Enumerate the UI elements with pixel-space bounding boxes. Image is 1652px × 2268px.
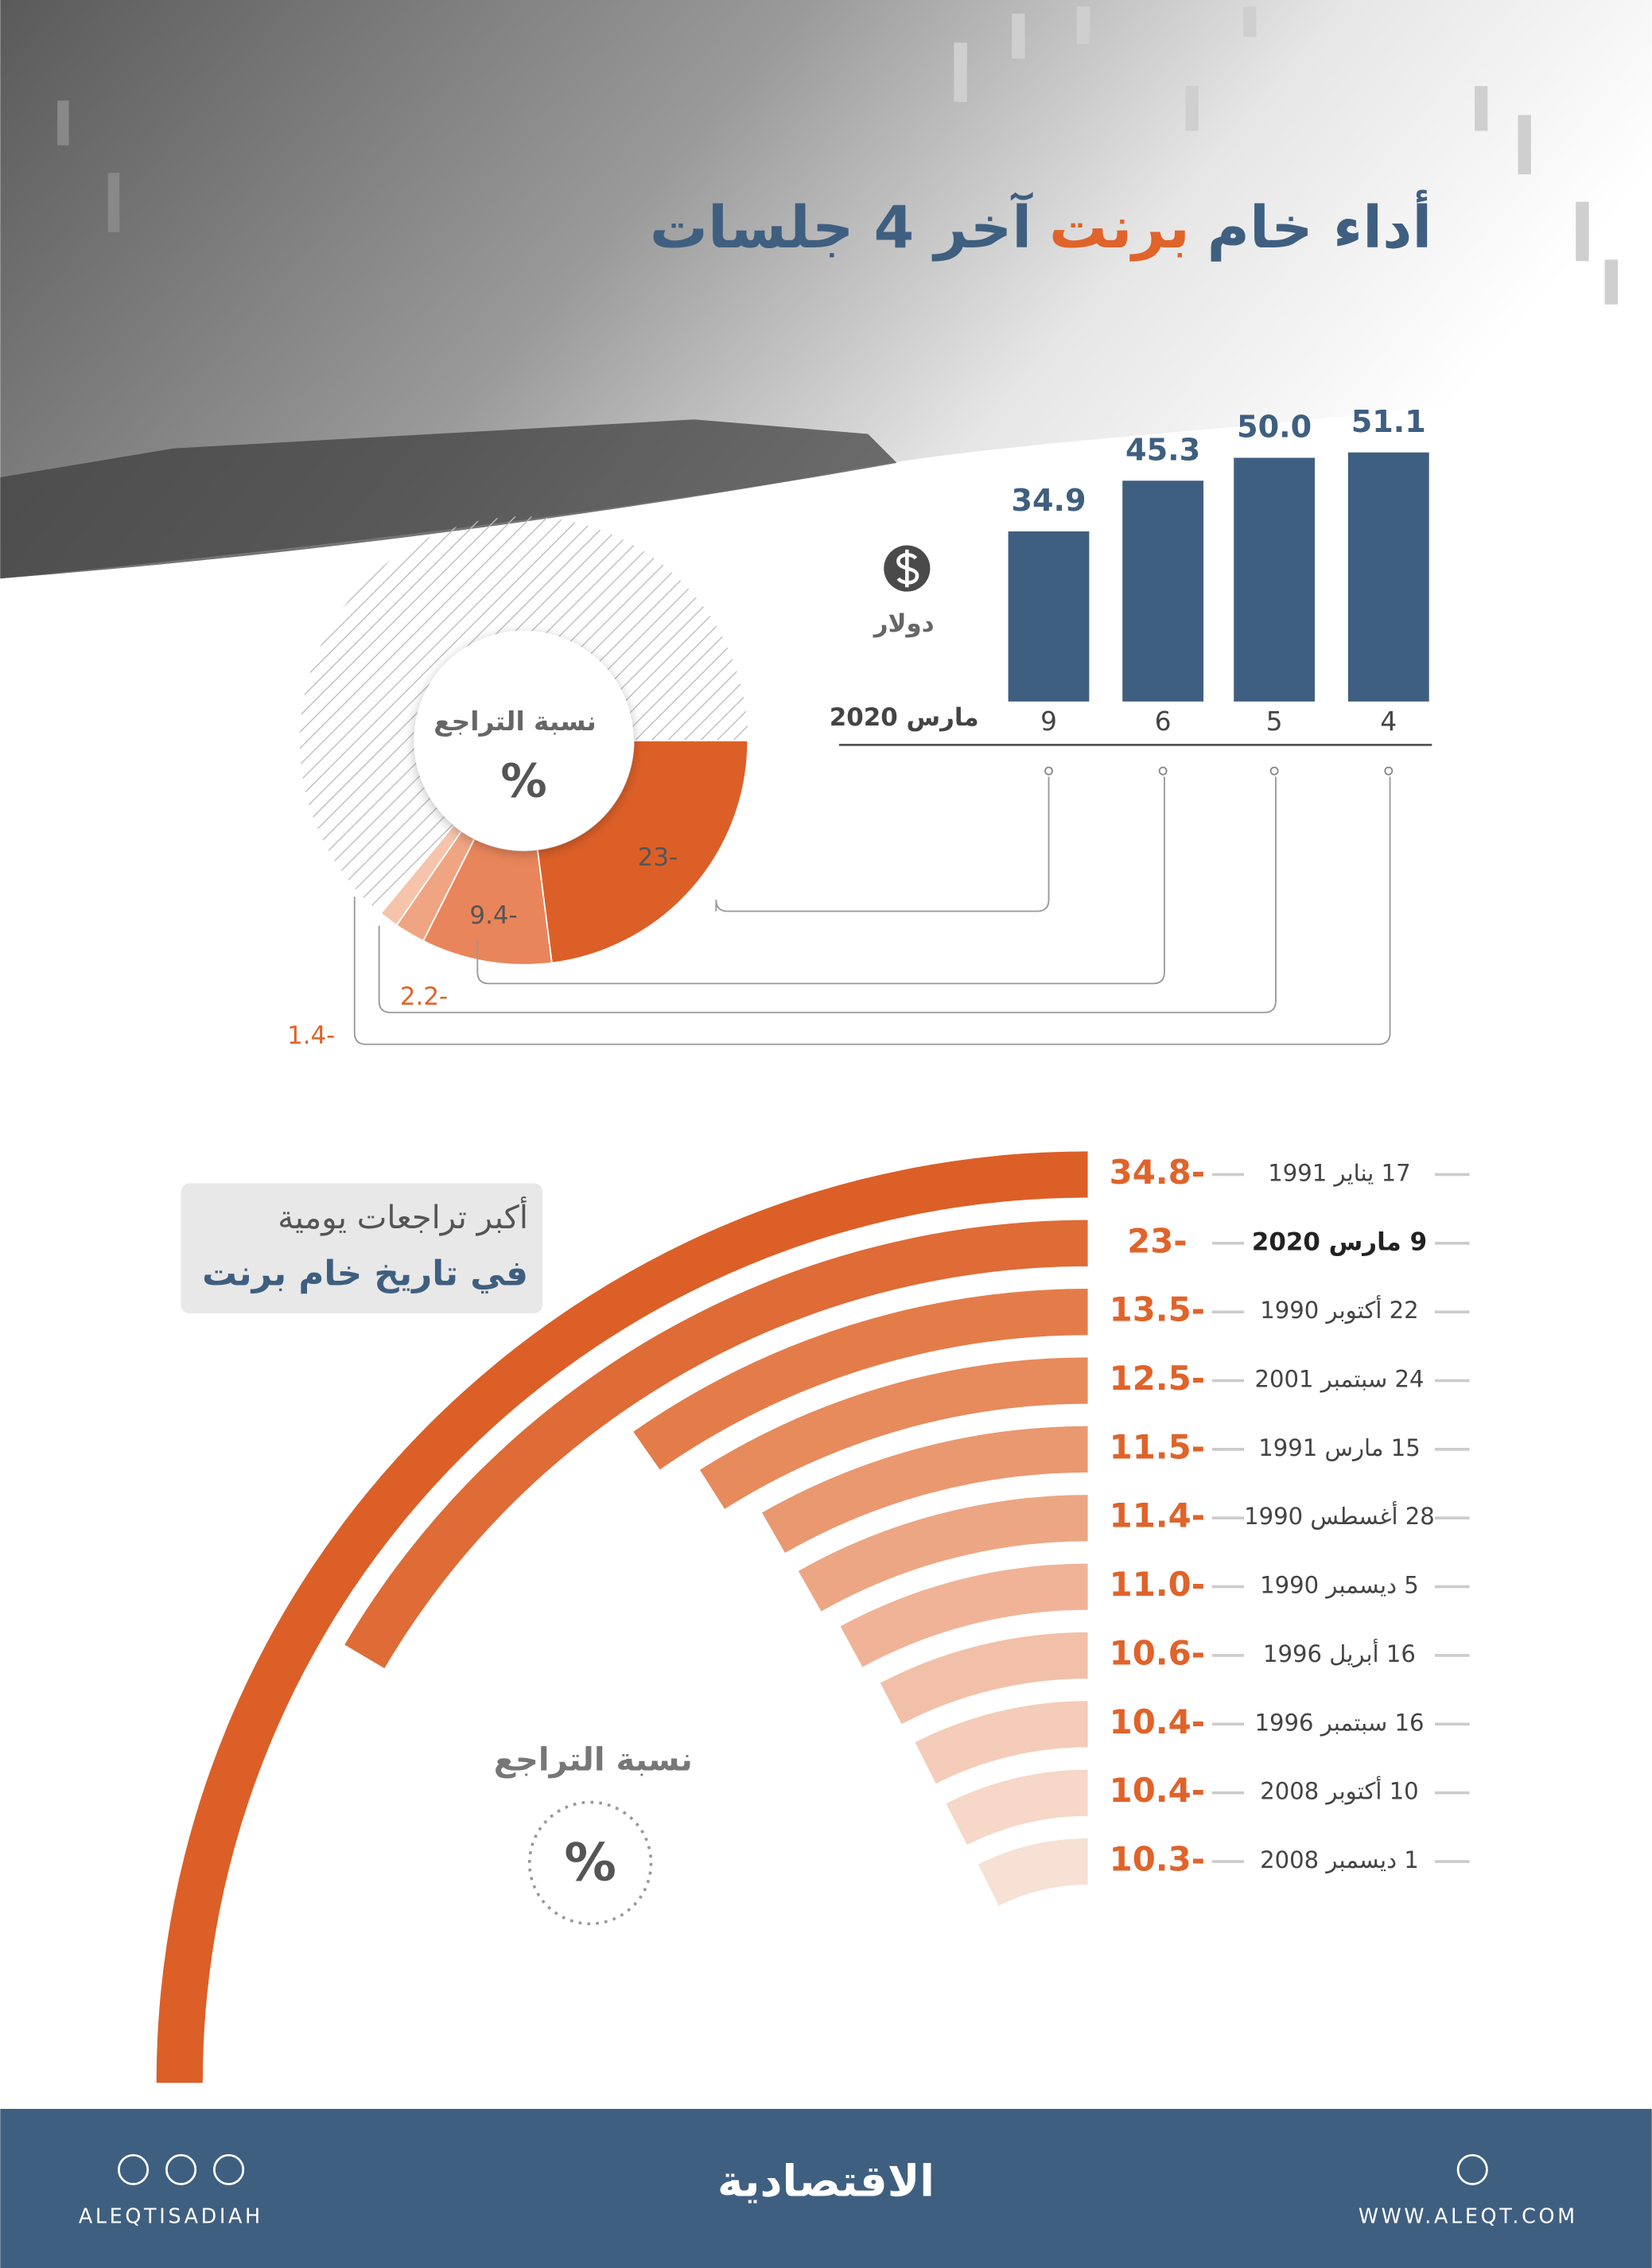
social-icons bbox=[118, 2153, 1488, 2185]
category-label: 17 يناير 1991 bbox=[1268, 1159, 1410, 1186]
bar bbox=[1122, 480, 1204, 702]
date-bg bbox=[1243, 1500, 1435, 1536]
radial-bar bbox=[344, 1220, 1088, 1669]
x-tick-label: 4 bbox=[1380, 706, 1397, 737]
radial-bar bbox=[946, 1769, 1088, 1846]
value-label: 23- bbox=[1127, 1221, 1187, 1260]
dollar-sign bbox=[896, 549, 919, 588]
x-tick-label: 6 bbox=[1155, 706, 1172, 737]
radial-bar bbox=[915, 1701, 1088, 1784]
category-label: 16 أبريل 1996 bbox=[1263, 1638, 1416, 1667]
category-label: 1 ديسمبر 2008 bbox=[1260, 1846, 1419, 1873]
donut-center bbox=[414, 630, 634, 851]
value-label: 11.4- bbox=[1110, 1496, 1205, 1535]
radial-bar bbox=[880, 1632, 1088, 1725]
date-bg bbox=[1243, 1569, 1435, 1605]
value-label: 51.1 bbox=[1351, 405, 1426, 440]
footer-handle: ALEQTISADIAH bbox=[79, 2204, 263, 2228]
date-bg bbox=[1243, 1638, 1435, 1673]
category-label: 16 سبتمبر 1996 bbox=[1254, 1709, 1424, 1736]
dotted-circle bbox=[527, 1800, 653, 1926]
category-label: 22 أكتوبر 1990 bbox=[1260, 1294, 1418, 1324]
category-label: 9 مارس 2020 bbox=[1252, 1227, 1427, 1256]
value-label: 13.5- bbox=[1110, 1290, 1205, 1329]
ground-silhouette bbox=[0, 419, 897, 579]
chart-title: برنت bbox=[1049, 194, 1190, 262]
donut-unit: % bbox=[500, 754, 546, 808]
footer-website: WWW.ALEQT.COM bbox=[1359, 2204, 1578, 2228]
photo-background bbox=[0, 0, 1652, 579]
tick-dot bbox=[1044, 766, 1053, 776]
category-label: 15 مارس 1991 bbox=[1258, 1434, 1421, 1461]
date-bg bbox=[1243, 1706, 1435, 1742]
date-bg bbox=[1243, 1775, 1435, 1811]
radial-bars bbox=[156, 1151, 1088, 2083]
category-label: 5 ديسمبر 1990 bbox=[1260, 1572, 1419, 1599]
category-label: 24 سبتمبر 2001 bbox=[1254, 1366, 1424, 1393]
donut-label: 2.2- bbox=[400, 982, 448, 1011]
connector bbox=[353, 776, 1391, 1045]
radial-unit: % bbox=[564, 1833, 616, 1893]
category-label: 28 أغسطس 1990 bbox=[1244, 1500, 1435, 1530]
radial-bar bbox=[633, 1289, 1088, 1470]
radial-bar bbox=[798, 1495, 1088, 1612]
footer-logo: الاقتصادية bbox=[717, 2156, 935, 2207]
tick-dot bbox=[1158, 766, 1168, 776]
date-bg bbox=[1243, 1844, 1435, 1879]
value-label: 12.5- bbox=[1110, 1359, 1205, 1398]
donut-label: 9.4- bbox=[469, 901, 517, 930]
bar bbox=[1234, 457, 1316, 702]
donut bbox=[379, 740, 749, 966]
value-label: 50.0 bbox=[1237, 410, 1312, 445]
x-tick-label: 9 bbox=[1040, 706, 1057, 737]
value-label: 10.6- bbox=[1110, 1633, 1205, 1672]
date-bg bbox=[1243, 1294, 1435, 1329]
radial-legend-title: نسبة التراجع bbox=[494, 1742, 693, 1779]
chart-title: آخر 4 جلسات bbox=[650, 192, 1033, 262]
value-label: 45.3 bbox=[1125, 433, 1200, 468]
radial-title: في تاريخ خام برنت bbox=[202, 1255, 528, 1294]
radial-bar bbox=[978, 1838, 1088, 1906]
connector bbox=[476, 776, 1165, 985]
connector bbox=[378, 776, 1277, 1013]
unit-label: دولار bbox=[873, 609, 935, 638]
date-bg bbox=[1243, 1157, 1435, 1192]
category-label: 10 أكتوبر 2008 bbox=[1260, 1776, 1418, 1805]
tick-dot bbox=[1384, 766, 1394, 776]
x-axis-label: مارس 2020 bbox=[830, 703, 979, 732]
date-bg bbox=[1243, 1432, 1435, 1467]
connector bbox=[715, 776, 1050, 912]
radial-bar bbox=[840, 1563, 1088, 1667]
radial-bar bbox=[762, 1426, 1088, 1554]
value-label: 11.0- bbox=[1110, 1565, 1205, 1604]
chart-title: أداء خام bbox=[1207, 190, 1432, 262]
radial-bar bbox=[699, 1357, 1088, 1509]
donut-label: 23- bbox=[638, 843, 678, 872]
date-bg bbox=[1243, 1363, 1435, 1399]
value-label: 10.4- bbox=[1110, 1702, 1205, 1741]
bar bbox=[1347, 452, 1429, 702]
date-bg bbox=[1243, 1225, 1435, 1261]
radial-title-box bbox=[181, 1183, 543, 1313]
value-label: 34.9 bbox=[1011, 484, 1086, 519]
bar bbox=[1008, 531, 1090, 702]
footer bbox=[0, 2108, 1652, 2268]
value-label: 10.4- bbox=[1110, 1771, 1205, 1810]
radial-title: أكبر تراجعات يومية bbox=[278, 1196, 528, 1236]
donut-label: 1.4- bbox=[287, 1021, 335, 1050]
value-label: 34.8- bbox=[1110, 1153, 1205, 1192]
x-tick-label: 5 bbox=[1266, 706, 1283, 737]
candles bbox=[57, 6, 1618, 305]
value-label: 10.3- bbox=[1110, 1840, 1205, 1879]
tick-dot bbox=[1269, 766, 1279, 776]
donut-title: نسبة التراجع bbox=[433, 706, 597, 737]
value-label: 11.5- bbox=[1110, 1427, 1205, 1466]
